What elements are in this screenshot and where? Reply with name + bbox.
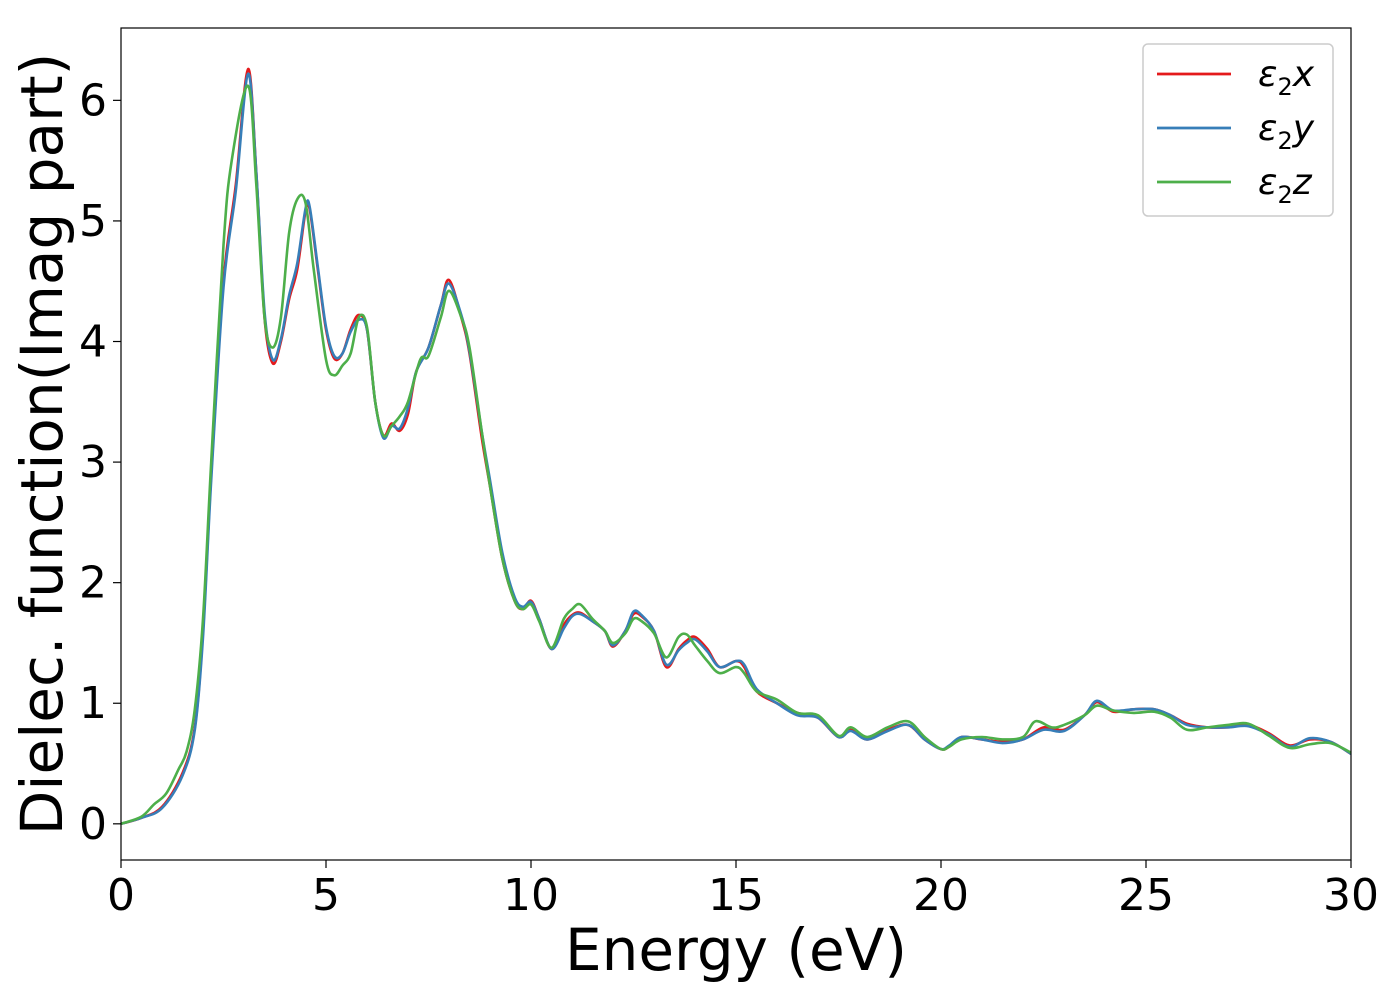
y-tick-label: 4 bbox=[79, 317, 107, 368]
y-axis-title: Dielec. function(Imag part) bbox=[8, 53, 76, 836]
series-line-y bbox=[121, 72, 1351, 826]
x-axis-title: Energy (eV) bbox=[565, 916, 907, 984]
x-tick-label: 15 bbox=[708, 870, 764, 921]
x-tick-label: 30 bbox=[1323, 870, 1379, 921]
y-tick-label: 2 bbox=[79, 558, 107, 609]
y-tick-label: 0 bbox=[79, 799, 107, 850]
legend-label-base: ε bbox=[1258, 108, 1277, 149]
x-tick-label: 0 bbox=[107, 870, 135, 921]
x-tick-label: 5 bbox=[312, 870, 340, 921]
y-tick-label: 1 bbox=[79, 678, 107, 729]
legend-label-x: ε2x bbox=[1258, 54, 1315, 101]
legend-label-component: y bbox=[1292, 108, 1315, 149]
y-tick-label: 3 bbox=[79, 437, 107, 488]
series-layer bbox=[121, 67, 1351, 826]
legend-label-subscript: 2 bbox=[1277, 181, 1292, 209]
legend-label-subscript: 2 bbox=[1277, 73, 1292, 101]
y-axis: 0 1 2 3 4 5 6 bbox=[79, 75, 121, 850]
series-line-z bbox=[121, 84, 1351, 826]
y-tick-label: 6 bbox=[79, 75, 107, 126]
x-tick-label: 10 bbox=[503, 870, 559, 921]
x-tick-label: 25 bbox=[1118, 870, 1174, 921]
x-axis: 0 5 10 15 20 25 30 bbox=[107, 860, 1379, 921]
y-tick-label: 5 bbox=[79, 196, 107, 247]
legend-label-subscript: 2 bbox=[1277, 127, 1292, 155]
x-tick-label: 20 bbox=[913, 870, 969, 921]
legend-box bbox=[1142, 43, 1334, 217]
legend-label-base: ε bbox=[1258, 54, 1277, 95]
legend-label-component: z bbox=[1292, 162, 1313, 203]
legend-label-z: ε2z bbox=[1258, 162, 1313, 209]
legend-label-y: ε2y bbox=[1258, 108, 1315, 155]
legend-label-base: ε bbox=[1258, 162, 1277, 203]
legend-label-component: x bbox=[1292, 54, 1315, 95]
